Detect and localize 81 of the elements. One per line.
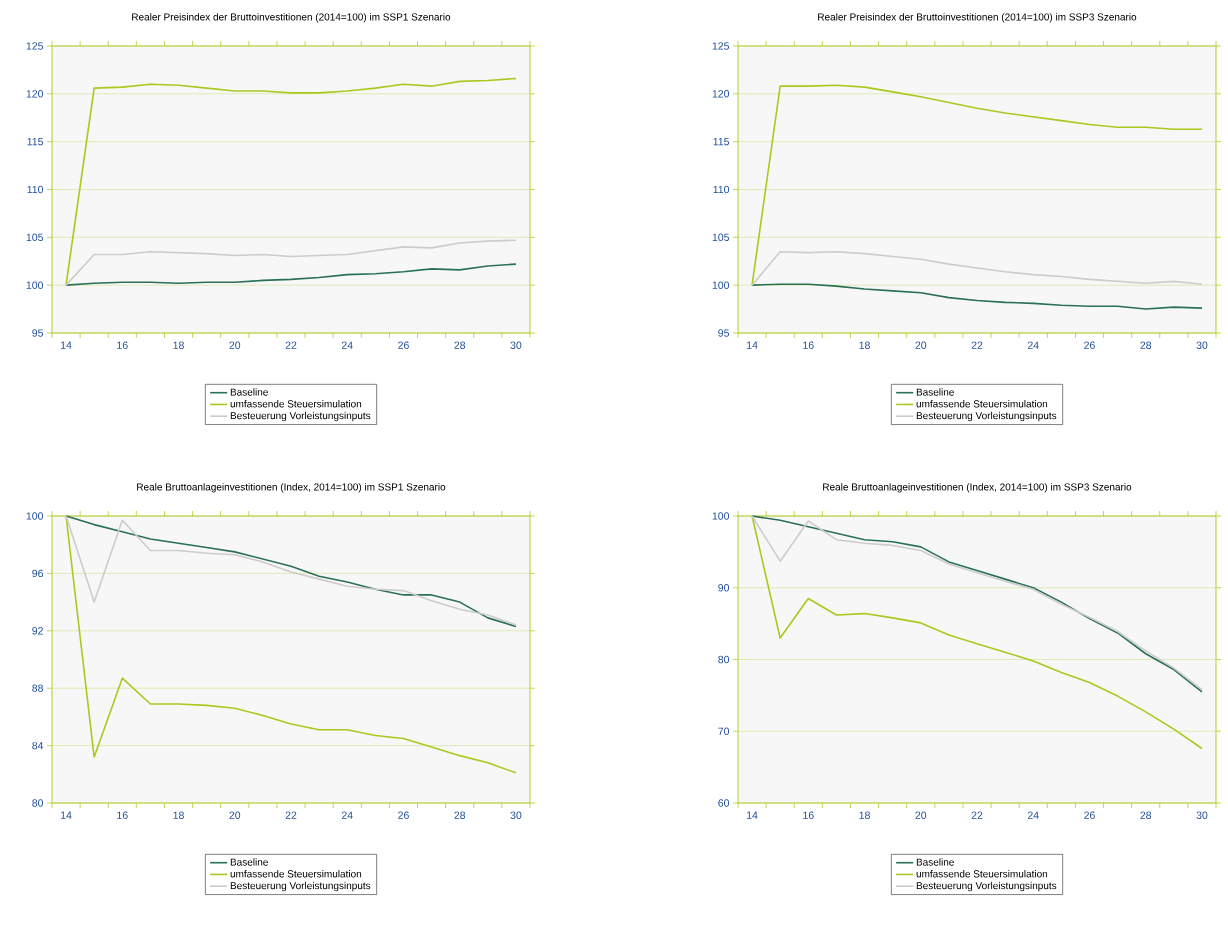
y-tick-label: 70 [718,727,730,735]
y-tick-label: 60 [718,799,730,807]
y-tick-label: 95 [718,329,730,337]
x-tick-label: 30 [1196,811,1208,819]
x-tick-label: 20 [915,341,927,349]
x-tick-label: 26 [1084,811,1095,819]
y-tick-label: 100 [712,512,730,520]
legend-label: umfassende Steuersimulation [916,870,1048,878]
x-tick-label: 26 [398,811,409,819]
legend-label: Besteuerung Vorleistungsinputs [916,411,1057,422]
y-tick-label: 110 [27,185,44,194]
x-tick-label: 14 [61,811,72,819]
chart-title: Reale Bruttoanlageinvestitionen (Index, 2014=100) im SSP1 Szenario [137,483,446,493]
legend-label: Baseline [230,388,268,396]
x-tick-label: 18 [859,811,870,819]
x-tick-label: 22 [285,811,297,819]
x-tick-label: 22 [285,341,297,349]
x-tick-label: 28 [1140,811,1152,819]
x-tick-label: 14 [747,341,758,349]
x-tick-label: 30 [510,811,522,819]
y-tick-label: 80 [32,799,44,807]
x-tick-label: 30 [1196,341,1208,349]
x-tick-label: 24 [1027,811,1039,819]
y-tick-label: 95 [32,329,44,337]
y-tick-label: 115 [27,138,44,146]
y-tick-label: 80 [718,655,730,664]
y-tick-label: 84 [32,741,44,750]
x-tick-label: 14 [747,811,758,819]
chart-title: Realer Preisindex der Bruttoinvestitionen (2014=100) im SSP3 Szenario [818,13,1137,23]
x-tick-label: 20 [915,811,927,819]
x-tick-label: 16 [117,811,128,819]
y-tick-label: 100 [26,512,44,520]
line-series [751,515,1203,750]
x-tick-label: 28 [1140,341,1152,349]
x-tick-label: 30 [510,341,522,349]
x-tick-label: 26 [398,341,409,349]
y-tick-label: 100 [712,281,730,289]
line-series [65,263,517,286]
x-tick-label: 24 [341,341,353,349]
y-tick-label: 125 [712,42,730,50]
legend-label: Baseline [916,388,954,396]
x-tick-label: 16 [803,811,814,819]
y-tick-label: 120 [26,90,44,98]
x-tick-label: 18 [173,811,184,819]
y-tick-label: 110 [713,185,730,194]
line-series [751,283,1203,310]
y-tick-label: 100 [26,281,44,289]
legend-label: Besteuerung Vorleistungsinputs [230,881,371,892]
chart-title: Realer Preisindex der Bruttoinvestitionen (2014=100) im SSP1 Szenario [132,13,451,23]
legend-label: Besteuerung Vorleistungsinputs [230,411,371,422]
y-tick-label: 105 [712,233,730,242]
x-tick-label: 20 [229,341,241,349]
x-tick-label: 14 [61,341,72,349]
chart-title: Reale Bruttoanlageinvestitionen (Index, 2014=100) im SSP3 Szenario [823,483,1132,493]
line-series [65,77,517,286]
x-tick-label: 22 [971,811,983,819]
legend-label: umfassende Steuersimulation [230,870,362,878]
legend-label: umfassende Steuersimulation [916,400,1048,408]
x-tick-label: 24 [1027,341,1039,349]
y-tick-label: 92 [32,627,43,635]
y-tick-label: 120 [712,90,730,98]
y-tick-label: 96 [32,569,44,578]
x-tick-label: 20 [229,811,241,819]
legend-label: umfassende Steuersimulation [230,400,362,408]
y-tick-label: 88 [32,684,44,692]
y-tick-label: 125 [26,42,44,50]
x-tick-label: 18 [859,341,870,349]
x-tick-label: 28 [454,341,466,349]
x-tick-label: 26 [1084,341,1095,349]
x-tick-label: 16 [803,341,814,349]
x-tick-label: 16 [117,341,128,349]
y-tick-label: 90 [718,584,730,592]
x-tick-label: 18 [173,341,184,349]
x-tick-label: 22 [971,341,983,349]
y-tick-label: 115 [713,138,730,146]
x-tick-label: 24 [341,811,353,819]
legend-label: Baseline [230,858,268,866]
y-tick-label: 105 [26,233,44,242]
x-tick-label: 28 [454,811,466,819]
legend-label: Baseline [916,858,954,866]
legend-label: Besteuerung Vorleistungsinputs [916,881,1057,892]
